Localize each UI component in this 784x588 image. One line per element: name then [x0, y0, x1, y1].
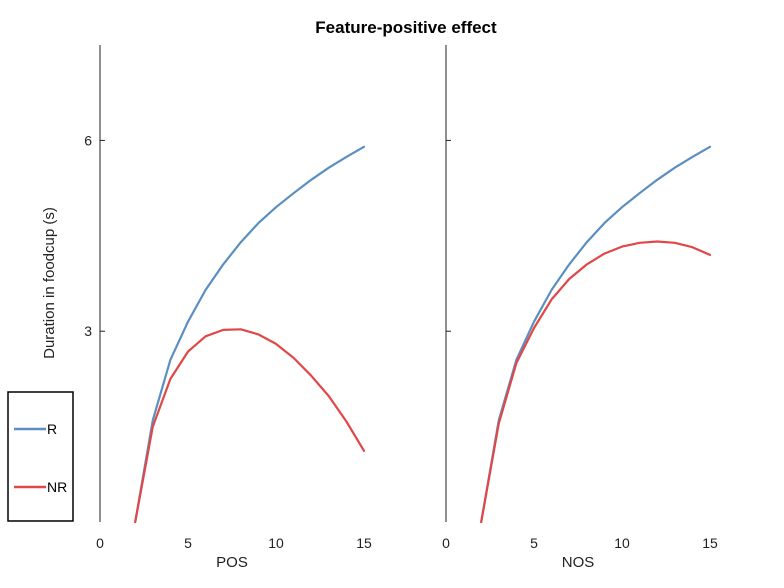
x-tick-label: 0 — [442, 535, 450, 551]
x-tick-label: 15 — [356, 535, 372, 551]
series-line-nr — [480, 240, 712, 524]
series-line-r — [480, 145, 712, 524]
series-line-r — [134, 145, 366, 524]
legend-label-nr: NR — [47, 479, 67, 495]
x-tick-label: 15 — [702, 535, 718, 551]
x-tick-label: 10 — [614, 535, 630, 551]
y-axis-label: Duration in foodcup (s) — [41, 207, 58, 359]
x-tick-label: 5 — [184, 535, 192, 551]
x-axis-label: POS — [216, 554, 248, 571]
y-tick-label: 3 — [84, 323, 92, 339]
series-line-nr — [134, 328, 366, 524]
panels: 3 6 0 5 10 15 POS 0 5 10 15 NOS — [84, 45, 718, 571]
legend-box — [7, 391, 74, 522]
panel-1: 0 5 10 15 NOS — [442, 45, 718, 571]
x-tick-label: 5 — [530, 535, 538, 551]
x-axis-label: NOS — [562, 554, 595, 571]
x-tick-label: 10 — [268, 535, 284, 551]
panel-0: 3 6 0 5 10 15 POS — [84, 45, 372, 571]
legend: R NR — [7, 391, 74, 522]
x-tick-label: 0 — [96, 535, 104, 551]
legend-label-r: R — [47, 421, 57, 437]
chart-title: Feature-positive effect — [315, 18, 497, 37]
y-tick-label: 6 — [84, 132, 92, 148]
